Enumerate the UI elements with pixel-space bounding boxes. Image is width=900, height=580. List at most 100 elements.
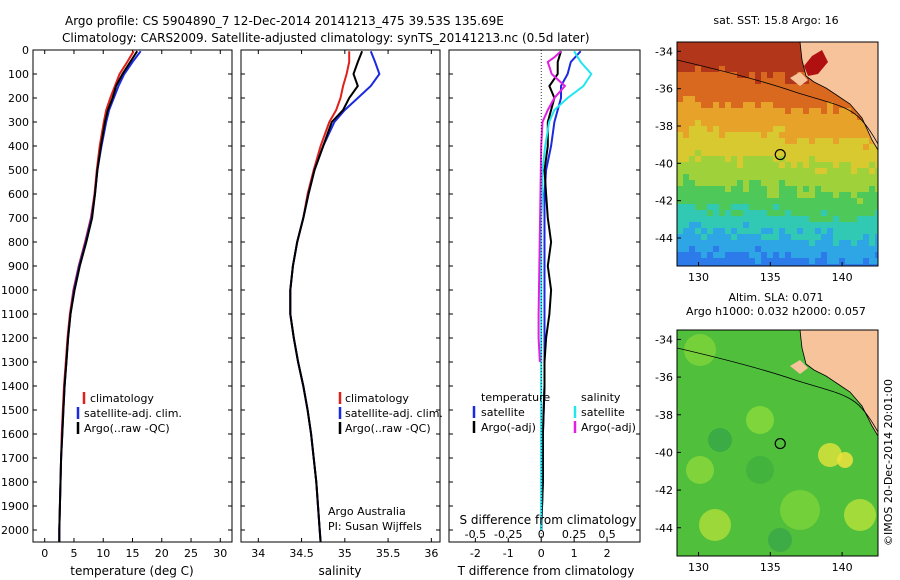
sst-cell — [683, 138, 689, 144]
sst-cell — [701, 264, 707, 266]
sst-cell — [755, 132, 761, 138]
sst-cell — [839, 120, 845, 126]
sst-cell — [683, 258, 689, 264]
sst-cell — [731, 264, 737, 266]
sst-cell — [695, 120, 701, 126]
sst-cell — [689, 258, 695, 264]
sst-cell — [815, 126, 821, 132]
sst-cell — [731, 174, 737, 180]
sst-cell — [689, 90, 695, 96]
sst-cell — [803, 204, 809, 210]
sst-cell — [719, 84, 725, 90]
sst-cell — [773, 78, 779, 84]
sst-cell — [809, 144, 815, 150]
series-line-satelliteadjclim — [289, 50, 381, 542]
sst-cell — [743, 108, 749, 114]
sst-cell — [779, 228, 785, 234]
sst-cell — [815, 192, 821, 198]
sst-cell — [713, 120, 719, 126]
sst-cell — [875, 198, 878, 204]
sst-cell — [803, 126, 809, 132]
sst-cell — [845, 252, 851, 258]
sst-cell — [713, 108, 719, 114]
sst-cell — [839, 108, 845, 114]
sst-cell — [791, 102, 797, 108]
sst-float-marker — [774, 148, 786, 161]
sst-cell — [869, 180, 875, 186]
sst-cell — [863, 264, 869, 266]
sst-cell — [803, 162, 809, 168]
sst-cell — [683, 114, 689, 120]
sst-cell — [701, 168, 707, 174]
sst-cell — [701, 210, 707, 216]
sst-cell — [809, 228, 815, 234]
sst-cell — [785, 114, 791, 120]
sst-cell — [749, 144, 755, 150]
sst-cell — [719, 246, 725, 252]
header-title-line1: Argo profile: CS 5904890_7 12-Dec-2014 2… — [65, 14, 504, 28]
sst-cell — [683, 174, 689, 180]
sst-cell — [821, 168, 827, 174]
sst-cell — [809, 156, 815, 162]
sst-cell — [797, 240, 803, 246]
sst-cell — [791, 114, 797, 120]
x-tick-label: 20 — [155, 547, 169, 560]
sst-cell — [743, 192, 749, 198]
sst-cell — [737, 198, 743, 204]
sst-cell — [695, 258, 701, 264]
map-y-tick-label: -42 — [655, 484, 673, 497]
sst-cell — [725, 90, 731, 96]
sst-cell — [749, 48, 755, 54]
sst-cell — [809, 186, 815, 192]
sst-cell — [707, 60, 713, 66]
temperature-axis-ticks: 0 5 10 15 20 25 300100200300400500600700800900… — [1, 44, 232, 560]
sst-cell — [689, 96, 695, 102]
sst-cell — [779, 132, 785, 138]
sst-cell — [797, 204, 803, 210]
sst-cell — [779, 174, 785, 180]
sst-cell — [725, 114, 731, 120]
sst-cell — [761, 114, 767, 120]
sst-cell — [755, 198, 761, 204]
sst-cell — [767, 252, 773, 258]
sst-cell — [683, 186, 689, 192]
sst-cell — [803, 96, 809, 102]
sst-cell — [875, 180, 878, 186]
sst-cell — [719, 42, 725, 48]
sst-cell — [677, 204, 683, 210]
sst-cell — [767, 84, 773, 90]
sst-cell — [773, 234, 779, 240]
sst-cell — [713, 222, 719, 228]
sst-cell — [773, 174, 779, 180]
sst-cell — [809, 126, 815, 132]
sst-cell — [779, 42, 785, 48]
sst-cell — [779, 120, 785, 126]
sst-cell — [731, 216, 737, 222]
sst-cell — [821, 216, 827, 222]
sst-cell — [827, 126, 833, 132]
sst-cell — [707, 240, 713, 246]
x-tick-label: 34 — [251, 547, 265, 560]
sst-cell — [803, 240, 809, 246]
sst-cell — [869, 252, 875, 258]
sst-cell — [731, 228, 737, 234]
sst-cell — [863, 150, 869, 156]
sst-cell — [719, 72, 725, 78]
sst-cell — [809, 198, 815, 204]
sst-cell — [731, 240, 737, 246]
sst-cell — [731, 204, 737, 210]
sst-cell — [779, 102, 785, 108]
sst-cell — [803, 138, 809, 144]
sst-cell — [767, 180, 773, 186]
y-tick-label: 2000 — [1, 524, 29, 537]
sst-cell — [791, 174, 797, 180]
sst-cell — [833, 222, 839, 228]
sst-cell — [755, 264, 761, 266]
sst-cell — [749, 126, 755, 132]
sst-cell — [737, 72, 743, 78]
sst-cell — [785, 222, 791, 228]
sst-cell — [755, 150, 761, 156]
sst-cell — [707, 120, 713, 126]
sst-cell — [695, 198, 701, 204]
sst-cell — [689, 210, 695, 216]
